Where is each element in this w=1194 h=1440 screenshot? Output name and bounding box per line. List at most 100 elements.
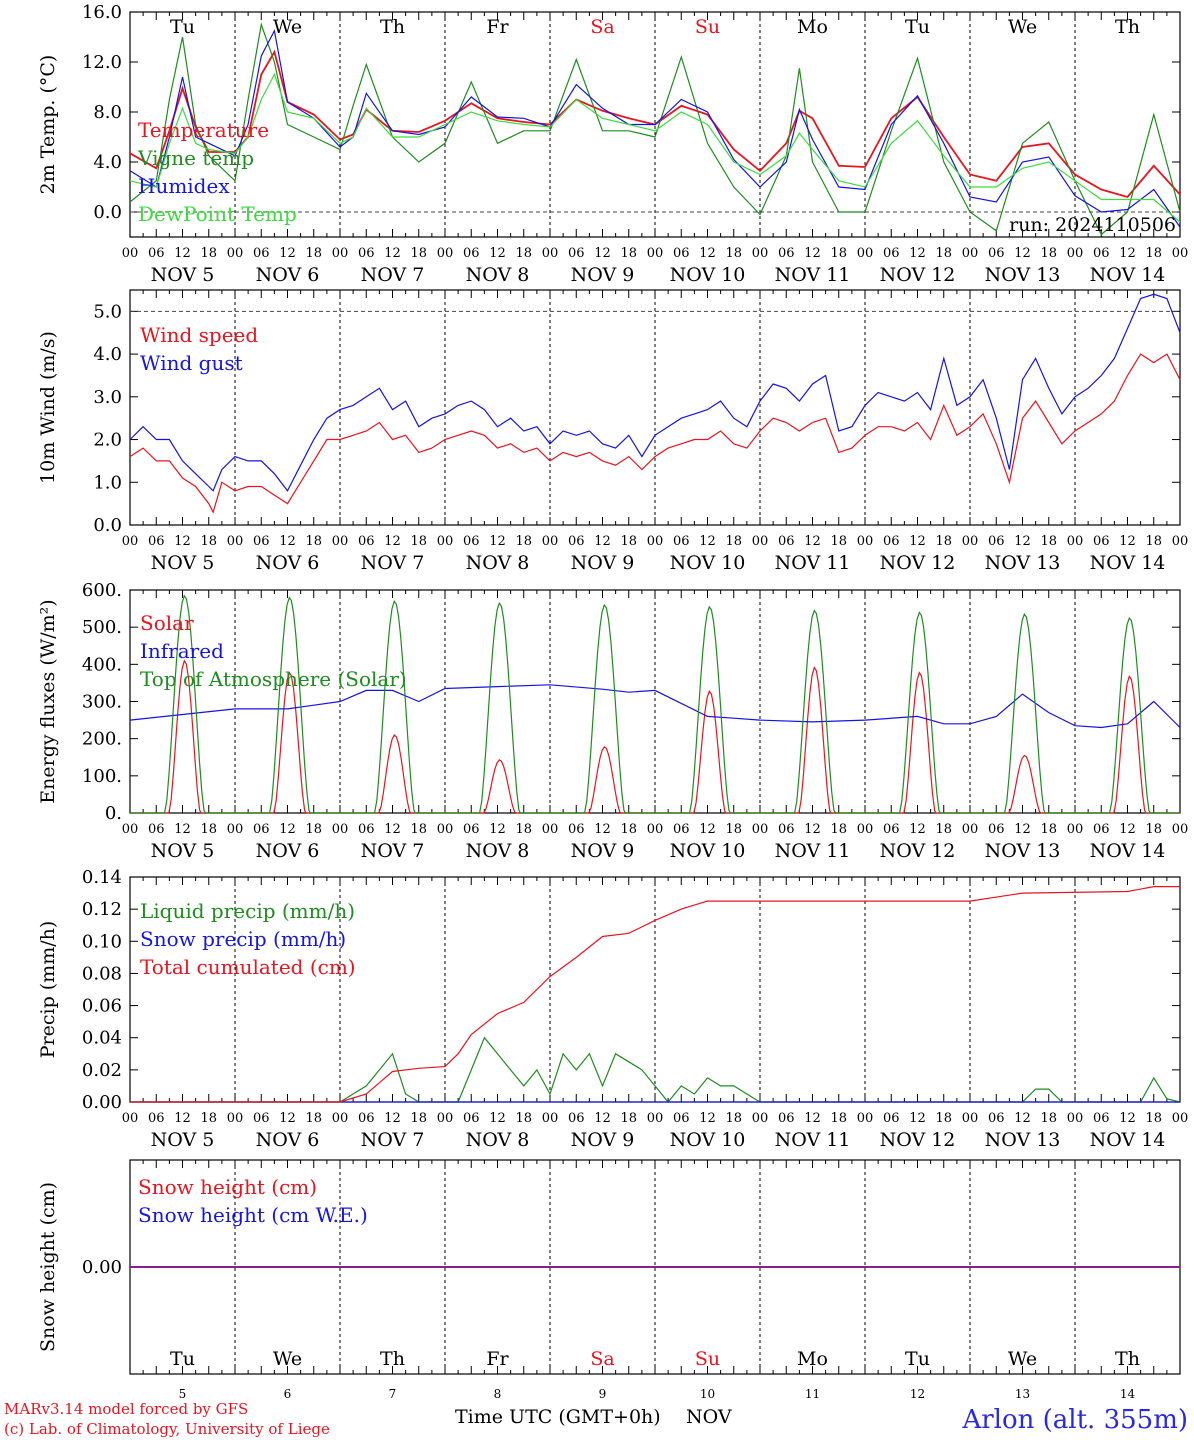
date-label: NOV 10 — [670, 1129, 746, 1151]
weekday-label: Th — [380, 16, 405, 38]
date-label: NOV 7 — [361, 1129, 425, 1151]
hour-tick-label: 12 — [1014, 246, 1031, 261]
y-tick-label: 0.00 — [82, 1257, 122, 1278]
hour-tick-label: 06 — [253, 1111, 270, 1126]
weekday-label: We — [1008, 1348, 1037, 1370]
hour-tick-label: 06 — [673, 1111, 690, 1126]
y-tick-label: 600. — [82, 580, 122, 601]
hour-tick-label: 00 — [962, 534, 979, 549]
legend-entry: Infrared — [140, 639, 224, 663]
y-tick-label: 0. — [105, 803, 122, 824]
legend-entry: Liquid precip (mm/h) — [140, 899, 355, 923]
hour-tick-label: 18 — [725, 534, 742, 549]
hour-tick-label: 12 — [699, 1111, 716, 1126]
hour-tick-label: 06 — [148, 246, 165, 261]
weekday-label: Tu — [170, 1348, 195, 1370]
hour-tick-label: 06 — [148, 1111, 165, 1126]
weekday-label: Th — [1115, 1348, 1140, 1370]
y-tick-label: 0.10 — [82, 931, 122, 952]
hour-tick-label: 06 — [463, 1111, 480, 1126]
hour-tick-label: 06 — [1093, 822, 1110, 837]
y-tick-label: 3.0 — [93, 387, 122, 408]
hour-tick-label: 00 — [1067, 246, 1084, 261]
date-label: NOV 10 — [670, 840, 746, 862]
hour-tick-label: 18 — [1145, 1111, 1162, 1126]
hour-tick-label: 06 — [253, 822, 270, 837]
hour-tick-label: 18 — [515, 534, 532, 549]
hour-tick-label: 06 — [883, 246, 900, 261]
date-label: NOV 13 — [985, 1129, 1061, 1151]
hour-tick-label: 06 — [358, 246, 375, 261]
hour-tick-label: 18 — [1040, 1111, 1057, 1126]
y-tick-label: 200. — [82, 729, 122, 750]
hour-tick-label: 00 — [752, 822, 769, 837]
hour-tick-label: 06 — [673, 246, 690, 261]
hour-tick-label: 12 — [174, 822, 191, 837]
hour-tick-label: 12 — [1014, 1111, 1031, 1126]
hour-tick-label: 18 — [620, 246, 637, 261]
hour-tick-label: 06 — [463, 534, 480, 549]
y-axis-label: Snow height (cm) — [37, 1182, 59, 1352]
hour-tick-label: 12 — [699, 534, 716, 549]
weekday-label: We — [1008, 16, 1037, 38]
date-label: NOV 10 — [670, 264, 746, 286]
date-label: NOV 8 — [466, 552, 530, 574]
hour-tick-label: 06 — [463, 822, 480, 837]
hour-tick-label: 06 — [988, 822, 1005, 837]
series-line-wind-speed — [129, 353, 1181, 514]
weekday-label: Sa — [590, 1348, 614, 1370]
hour-tick-label: 18 — [410, 1111, 427, 1126]
hour-tick-label: 12 — [384, 1111, 401, 1126]
hour-tick-label: 06 — [253, 246, 270, 261]
weekday-label: Su — [695, 16, 720, 38]
date-label: NOV 8 — [466, 840, 530, 862]
hour-tick-label: 00 — [542, 1111, 559, 1126]
hour-tick-label: 12 — [1119, 822, 1136, 837]
legend-entry: Snow height (cm W.E.) — [138, 1203, 368, 1227]
hour-tick-label: 06 — [778, 246, 795, 261]
hour-tick-label: 12 — [279, 534, 296, 549]
y-tick-label: 0.14 — [82, 867, 122, 888]
hour-tick-label: 06 — [358, 534, 375, 549]
day-number-label: 6 — [284, 1387, 292, 1401]
hour-tick-label: 12 — [279, 822, 296, 837]
hour-tick-label: 00 — [332, 822, 349, 837]
hour-tick-label: 00 — [1172, 1111, 1189, 1126]
weekday-label: We — [273, 1348, 302, 1370]
date-label: NOV 6 — [256, 840, 320, 862]
date-label: NOV 11 — [775, 552, 851, 574]
y-tick-label: 4.0 — [93, 344, 122, 365]
hour-tick-label: 00 — [332, 246, 349, 261]
weekday-label: Fr — [486, 1348, 509, 1370]
weekday-label: Mo — [797, 16, 828, 38]
hour-tick-label: 18 — [515, 822, 532, 837]
hour-tick-label: 12 — [804, 822, 821, 837]
date-label: NOV 8 — [466, 264, 530, 286]
hour-tick-label: 18 — [830, 1111, 847, 1126]
hour-tick-label: 00 — [647, 822, 664, 837]
date-label: NOV 9 — [571, 840, 635, 862]
legend-entry: Total cumulated (cm) — [140, 955, 356, 979]
hour-tick-label: 00 — [1067, 534, 1084, 549]
hour-tick-label: 12 — [1119, 246, 1136, 261]
hour-tick-label: 00 — [122, 534, 139, 549]
hour-tick-label: 12 — [804, 534, 821, 549]
hour-tick-label: 18 — [305, 1111, 322, 1126]
date-label: NOV 13 — [985, 840, 1061, 862]
weekday-label: We — [273, 16, 302, 38]
y-axis-label: 10m Wind (m/s) — [37, 331, 59, 484]
y-tick-label: 300. — [82, 692, 122, 713]
hour-tick-label: 06 — [358, 822, 375, 837]
y-axis-label: Precip (mm/h) — [37, 921, 59, 1059]
hour-tick-label: 18 — [515, 1111, 532, 1126]
hour-tick-label: 06 — [253, 534, 270, 549]
hour-tick-label: 06 — [148, 534, 165, 549]
hour-tick-label: 18 — [200, 822, 217, 837]
hour-tick-label: 06 — [1093, 246, 1110, 261]
hour-tick-label: 12 — [1014, 534, 1031, 549]
legend-entry: Wind gust — [140, 351, 243, 375]
hour-tick-label: 00 — [962, 246, 979, 261]
hour-tick-label: 00 — [122, 822, 139, 837]
hour-tick-label: 06 — [883, 1111, 900, 1126]
hour-tick-label: 00 — [752, 246, 769, 261]
